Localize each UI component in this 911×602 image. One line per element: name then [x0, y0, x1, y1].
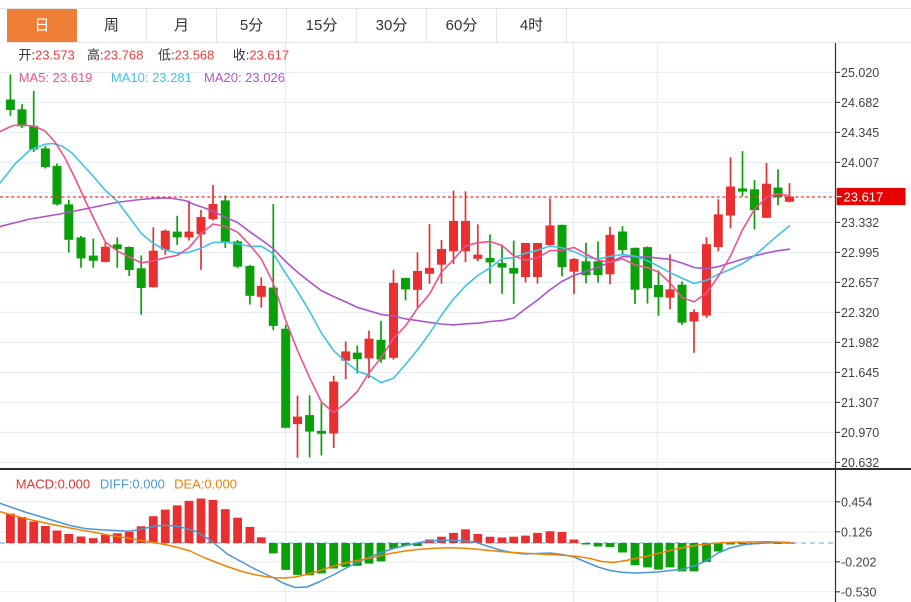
svg-text:23.332: 23.332	[841, 216, 879, 230]
svg-text:23.617: 23.617	[844, 189, 884, 204]
svg-text:-0.530: -0.530	[841, 585, 876, 599]
svg-text:21.645: 21.645	[841, 366, 879, 380]
svg-text:22.657: 22.657	[841, 276, 879, 290]
svg-text:25.020: 25.020	[841, 66, 879, 80]
svg-text:-0.202: -0.202	[841, 555, 876, 569]
svg-text:0.454: 0.454	[841, 495, 872, 509]
svg-text:22.320: 22.320	[841, 306, 879, 320]
svg-text:20.970: 20.970	[841, 426, 879, 440]
svg-text:22.995: 22.995	[841, 246, 879, 260]
svg-text:MACD:0.000: MACD:0.000	[16, 477, 90, 492]
svg-text:20.632: 20.632	[841, 456, 879, 470]
svg-text:收:23.617: 收:23.617	[233, 48, 289, 63]
svg-text:MA20: 23.026: MA20: 23.026	[204, 70, 285, 85]
svg-text:DIFF:0.000: DIFF:0.000	[100, 477, 165, 492]
svg-text:21.307: 21.307	[841, 396, 879, 410]
svg-text:DEA:0.000: DEA:0.000	[174, 477, 237, 492]
svg-text:24.682: 24.682	[841, 96, 879, 110]
svg-text:MA10: 23.281: MA10: 23.281	[111, 70, 192, 85]
svg-text:低:23.568: 低:23.568	[158, 48, 214, 63]
svg-text:开:23.573: 开:23.573	[18, 48, 74, 63]
svg-text:24.345: 24.345	[841, 126, 879, 140]
svg-text:MA5: 23.619: MA5: 23.619	[19, 70, 93, 85]
svg-text:0.126: 0.126	[841, 525, 872, 539]
svg-text:21.982: 21.982	[841, 336, 879, 350]
svg-text:24.007: 24.007	[841, 156, 879, 170]
svg-text:高:23.768: 高:23.768	[87, 48, 143, 63]
